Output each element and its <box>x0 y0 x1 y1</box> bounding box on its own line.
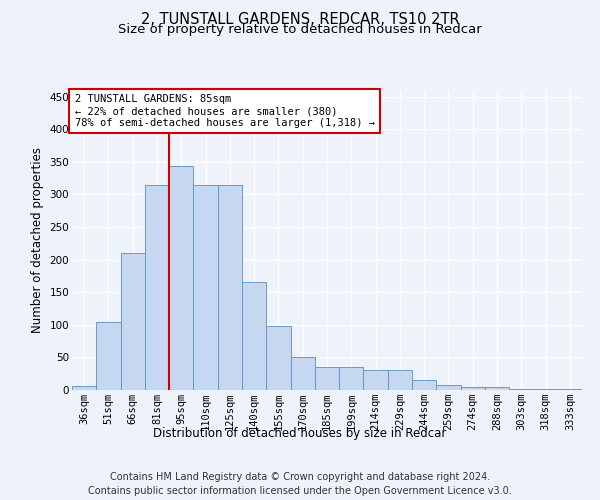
Text: Contains public sector information licensed under the Open Government Licence v3: Contains public sector information licen… <box>88 486 512 496</box>
Bar <box>364 370 388 390</box>
Bar <box>315 367 339 390</box>
Bar <box>436 385 461 390</box>
Bar <box>290 358 315 390</box>
Bar <box>485 386 509 390</box>
Text: Size of property relative to detached houses in Redcar: Size of property relative to detached ho… <box>118 22 482 36</box>
Bar <box>339 367 364 390</box>
Bar <box>412 380 436 390</box>
Text: Distribution of detached houses by size in Redcar: Distribution of detached houses by size … <box>154 428 446 440</box>
Bar <box>242 282 266 390</box>
Bar <box>266 326 290 390</box>
Text: 2, TUNSTALL GARDENS, REDCAR, TS10 2TR: 2, TUNSTALL GARDENS, REDCAR, TS10 2TR <box>140 12 460 28</box>
Bar <box>509 388 533 390</box>
Bar <box>388 370 412 390</box>
Bar <box>72 386 96 390</box>
Bar <box>169 166 193 390</box>
Y-axis label: Number of detached properties: Number of detached properties <box>31 147 44 333</box>
Bar <box>218 184 242 390</box>
Text: 2 TUNSTALL GARDENS: 85sqm
← 22% of detached houses are smaller (380)
78% of semi: 2 TUNSTALL GARDENS: 85sqm ← 22% of detac… <box>74 94 374 128</box>
Bar <box>121 253 145 390</box>
Bar <box>193 184 218 390</box>
Bar <box>145 185 169 390</box>
Bar <box>461 386 485 390</box>
Bar <box>96 322 121 390</box>
Text: Contains HM Land Registry data © Crown copyright and database right 2024.: Contains HM Land Registry data © Crown c… <box>110 472 490 482</box>
